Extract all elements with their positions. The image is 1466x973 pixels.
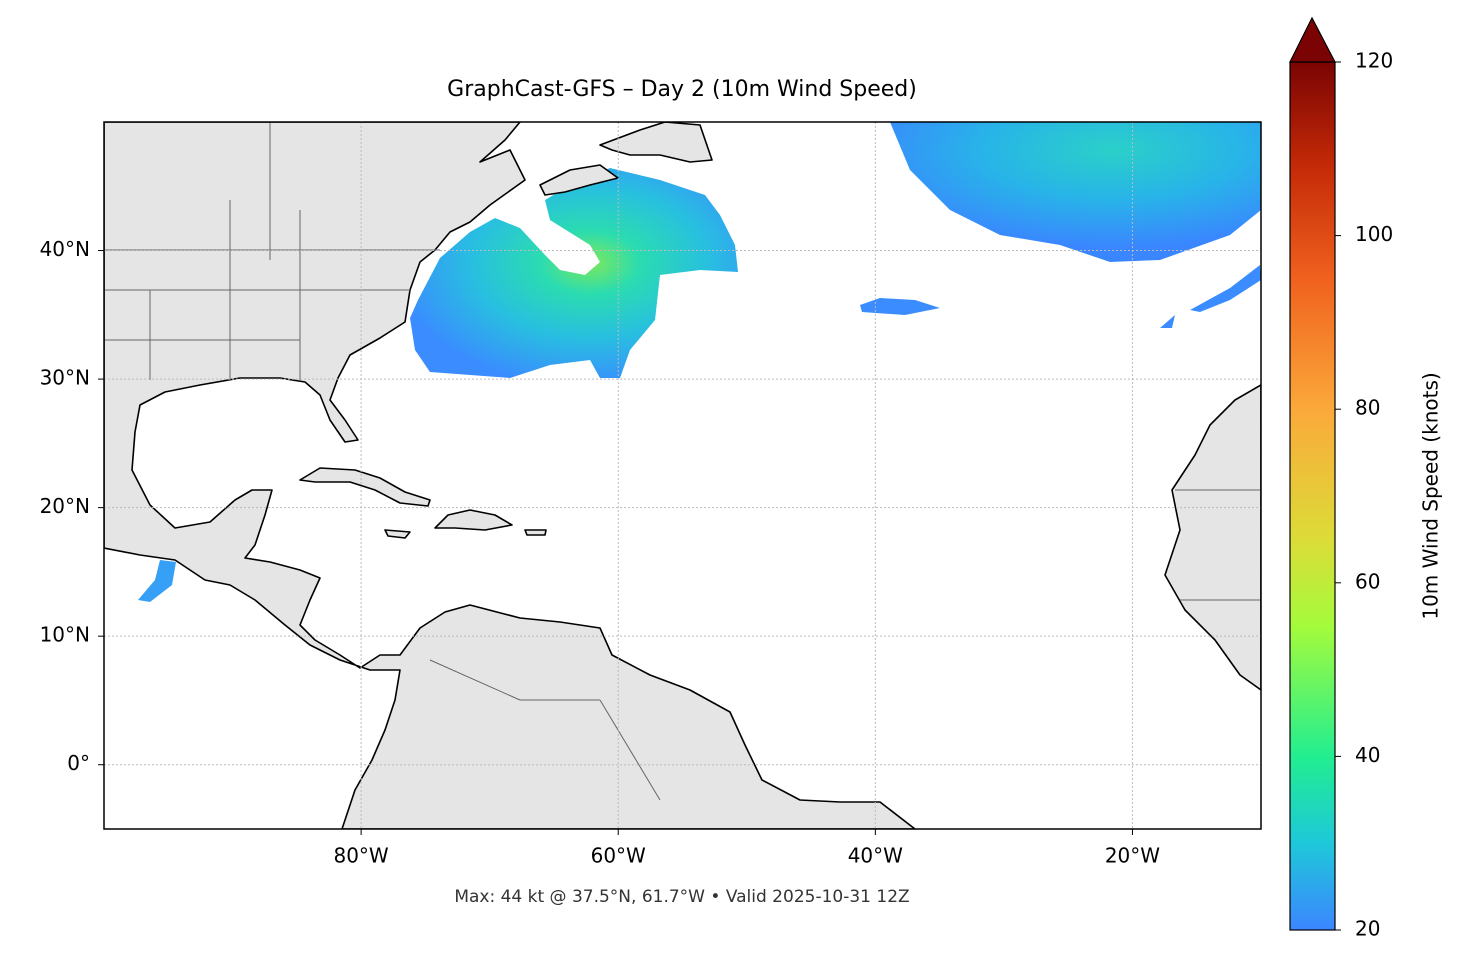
x-tick-label: 80°W [333, 844, 388, 868]
y-tick-label: 10°N [40, 623, 90, 647]
colorbar-tick-label: 60 [1355, 569, 1380, 593]
wind-area [860, 298, 940, 315]
y-tick-label: 20°N [40, 494, 90, 518]
land [384, 529, 547, 539]
wind-area [138, 560, 176, 602]
colorbar-tick-label: 100 [1355, 222, 1393, 246]
wind-area [890, 122, 1261, 262]
colorbar-tick-label: 40 [1355, 743, 1380, 767]
x-tick-label: 60°W [591, 844, 646, 868]
wind-area [1160, 265, 1261, 328]
land [1164, 384, 1261, 691]
land [434, 509, 513, 531]
land [539, 164, 619, 196]
x-tick-label: 20°W [1105, 844, 1160, 868]
map-area [104, 122, 1261, 829]
map-title: GraphCast-GFS – Day 2 (10m Wind Speed) [447, 77, 917, 102]
land [104, 122, 916, 829]
footer-note: Max: 44 kt @ 37.5°N, 61.7°W • Valid 2025… [454, 887, 909, 907]
colorbar [1289, 61, 1336, 931]
x-tick-label: 40°W [848, 844, 903, 868]
colorbar-tick-label: 20 [1355, 917, 1380, 941]
y-tick-label: 0° [67, 751, 90, 775]
colorbar-tick-label: 120 [1355, 49, 1393, 73]
colorbar-label: 10m Wind Speed (knots) [1419, 372, 1443, 619]
land [299, 467, 431, 507]
y-tick-label: 30°N [40, 366, 90, 390]
land [599, 122, 713, 163]
map-frame [103, 121, 1262, 830]
y-tick-label: 40°N [40, 237, 90, 261]
border [104, 122, 1261, 801]
colorbar-extend [1289, 16, 1336, 63]
colorbar-tick-label: 80 [1355, 396, 1380, 420]
wind-area [410, 168, 738, 378]
